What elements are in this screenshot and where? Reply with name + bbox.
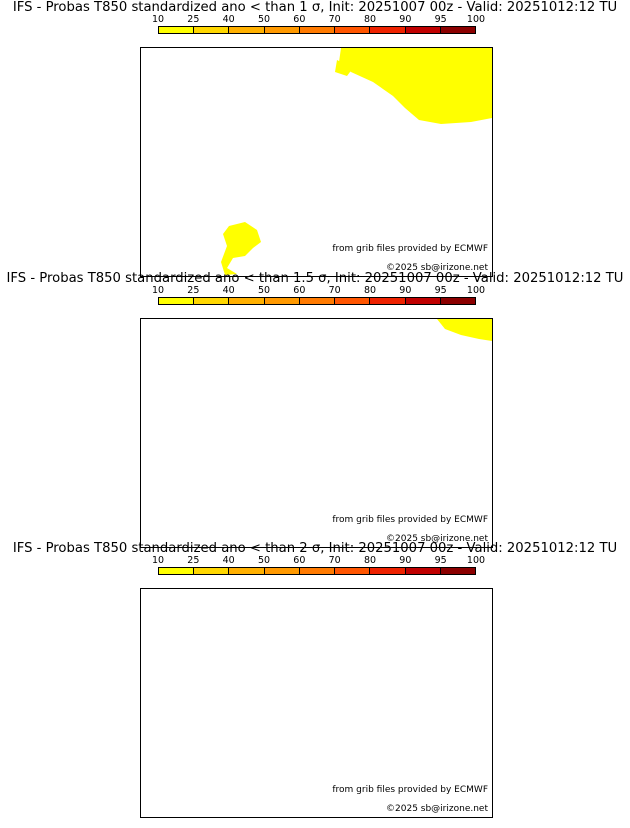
- colorbar-tick: 100: [466, 555, 486, 566]
- panel-title: IFS - Probas T850 standardized ano < tha…: [12, 0, 618, 15]
- colorbar-tick: 70: [328, 555, 341, 566]
- colorbar-tick: 80: [363, 285, 377, 296]
- probability-area: [437, 319, 492, 341]
- colorbar-swatches: [158, 26, 476, 34]
- colorbar-swatches: [158, 297, 476, 305]
- map-panel-2: IFS - Probas T850 standardized ano < tha…: [0, 271, 630, 548]
- colorbar-tick: 10: [151, 14, 165, 25]
- colorbar-tick: 60: [293, 14, 306, 25]
- colorbar-swatch: [405, 568, 441, 574]
- colorbar-tick: 40: [222, 555, 235, 566]
- colorbar-swatch: [229, 568, 265, 574]
- colorbar-swatch: [335, 568, 371, 574]
- colorbar-swatch: [440, 27, 475, 33]
- colorbar-tick: 80: [363, 555, 377, 566]
- colorbar-tick: 40: [222, 14, 235, 25]
- data-source-credit: from grib files provided by ECMWF: [332, 244, 488, 254]
- colorbar-tick-labels: 10 25 40 50 60 70 80 90 95 100: [152, 285, 485, 296]
- colorbar-tick: 25: [187, 555, 200, 566]
- colorbar-swatch: [194, 568, 230, 574]
- colorbar-swatch: [370, 27, 406, 33]
- colorbar-swatch: [440, 568, 475, 574]
- panel-title: IFS - Probas T850 standardized ano < tha…: [6, 271, 624, 286]
- panel-title: IFS - Probas T850 standardized ano < tha…: [12, 541, 618, 556]
- probability-area: [221, 48, 492, 275]
- colorbar-tick: 25: [187, 14, 200, 25]
- colorbar-swatch: [405, 298, 441, 304]
- colorbar-tick: 95: [434, 14, 447, 25]
- probability-colorbar: 10 25 40 50 60 70 80 90 95 100: [152, 14, 485, 39]
- data-source-credit: from grib files provided by ECMWF: [332, 515, 488, 525]
- copyright-credit: ©2025 sb@irizone.net: [386, 263, 488, 273]
- colorbar-tick: 10: [151, 555, 165, 566]
- copyright-credit: ©2025 sb@irizone.net: [386, 804, 488, 814]
- colorbar-tick: 100: [466, 285, 486, 296]
- colorbar-swatch: [264, 568, 300, 574]
- data-source-credit: from grib files provided by ECMWF: [332, 785, 488, 795]
- colorbar-swatch: [264, 298, 300, 304]
- colorbar-swatch: [229, 27, 265, 33]
- colorbar-tick-labels: 10 25 40 50 60 70 80 90 95 100: [152, 555, 485, 566]
- colorbar-tick: 60: [293, 285, 306, 296]
- copyright-credit: ©2025 sb@irizone.net: [386, 534, 488, 544]
- colorbar-tick: 50: [257, 555, 271, 566]
- colorbar-swatch: [370, 298, 406, 304]
- colorbar-swatch: [159, 27, 195, 33]
- colorbar-tick: 95: [434, 555, 447, 566]
- colorbar-tick: 10: [151, 285, 165, 296]
- colorbar-tick: 50: [257, 285, 271, 296]
- colorbar-tick: 40: [222, 285, 235, 296]
- colorbar-swatch: [194, 298, 230, 304]
- colorbar-tick: 80: [363, 14, 377, 25]
- colorbar-swatch: [440, 298, 475, 304]
- colorbar-swatch: [405, 27, 441, 33]
- probability-colorbar: 10 25 40 50 60 70 80 90 95 100: [152, 555, 485, 580]
- colorbar-swatch: [229, 298, 265, 304]
- probability-map: from grib files provided by ECMWF ©2025 …: [140, 318, 493, 548]
- map-panel-1: IFS - Probas T850 standardized ano < tha…: [0, 0, 630, 277]
- map-panel-3: IFS - Probas T850 standardized ano < tha…: [0, 541, 630, 818]
- colorbar-tick: 50: [257, 14, 271, 25]
- probability-colorbar: 10 25 40 50 60 70 80 90 95 100: [152, 285, 485, 310]
- colorbar-tick: 90: [399, 14, 412, 25]
- colorbar-swatch: [335, 27, 371, 33]
- map-canvas: [221, 48, 492, 275]
- map-canvas: [141, 589, 492, 817]
- colorbar-tick: 25: [187, 285, 200, 296]
- colorbar-swatch: [370, 568, 406, 574]
- probability-map: from grib files provided by ECMWF ©2025 …: [140, 588, 493, 818]
- colorbar-tick: 95: [434, 285, 447, 296]
- colorbar-swatch: [194, 27, 230, 33]
- colorbar-swatch: [159, 568, 195, 574]
- colorbar-swatch: [299, 298, 336, 304]
- colorbar-tick: 70: [328, 14, 341, 25]
- colorbar-tick: 60: [293, 555, 306, 566]
- map-canvas: [437, 319, 492, 341]
- colorbar-swatch: [299, 568, 336, 574]
- colorbar-swatch: [159, 298, 195, 304]
- colorbar-tick: 90: [399, 285, 412, 296]
- colorbar-swatches: [158, 567, 476, 575]
- colorbar-swatch: [299, 27, 336, 33]
- colorbar-tick: 90: [399, 555, 412, 566]
- colorbar-tick: 100: [466, 14, 486, 25]
- colorbar-swatch: [264, 27, 300, 33]
- probability-map: from grib files provided by ECMWF ©2025 …: [140, 47, 493, 277]
- colorbar-swatch: [335, 298, 371, 304]
- colorbar-tick-labels: 10 25 40 50 60 70 80 90 95 100: [152, 14, 485, 25]
- colorbar-tick: 70: [328, 285, 341, 296]
